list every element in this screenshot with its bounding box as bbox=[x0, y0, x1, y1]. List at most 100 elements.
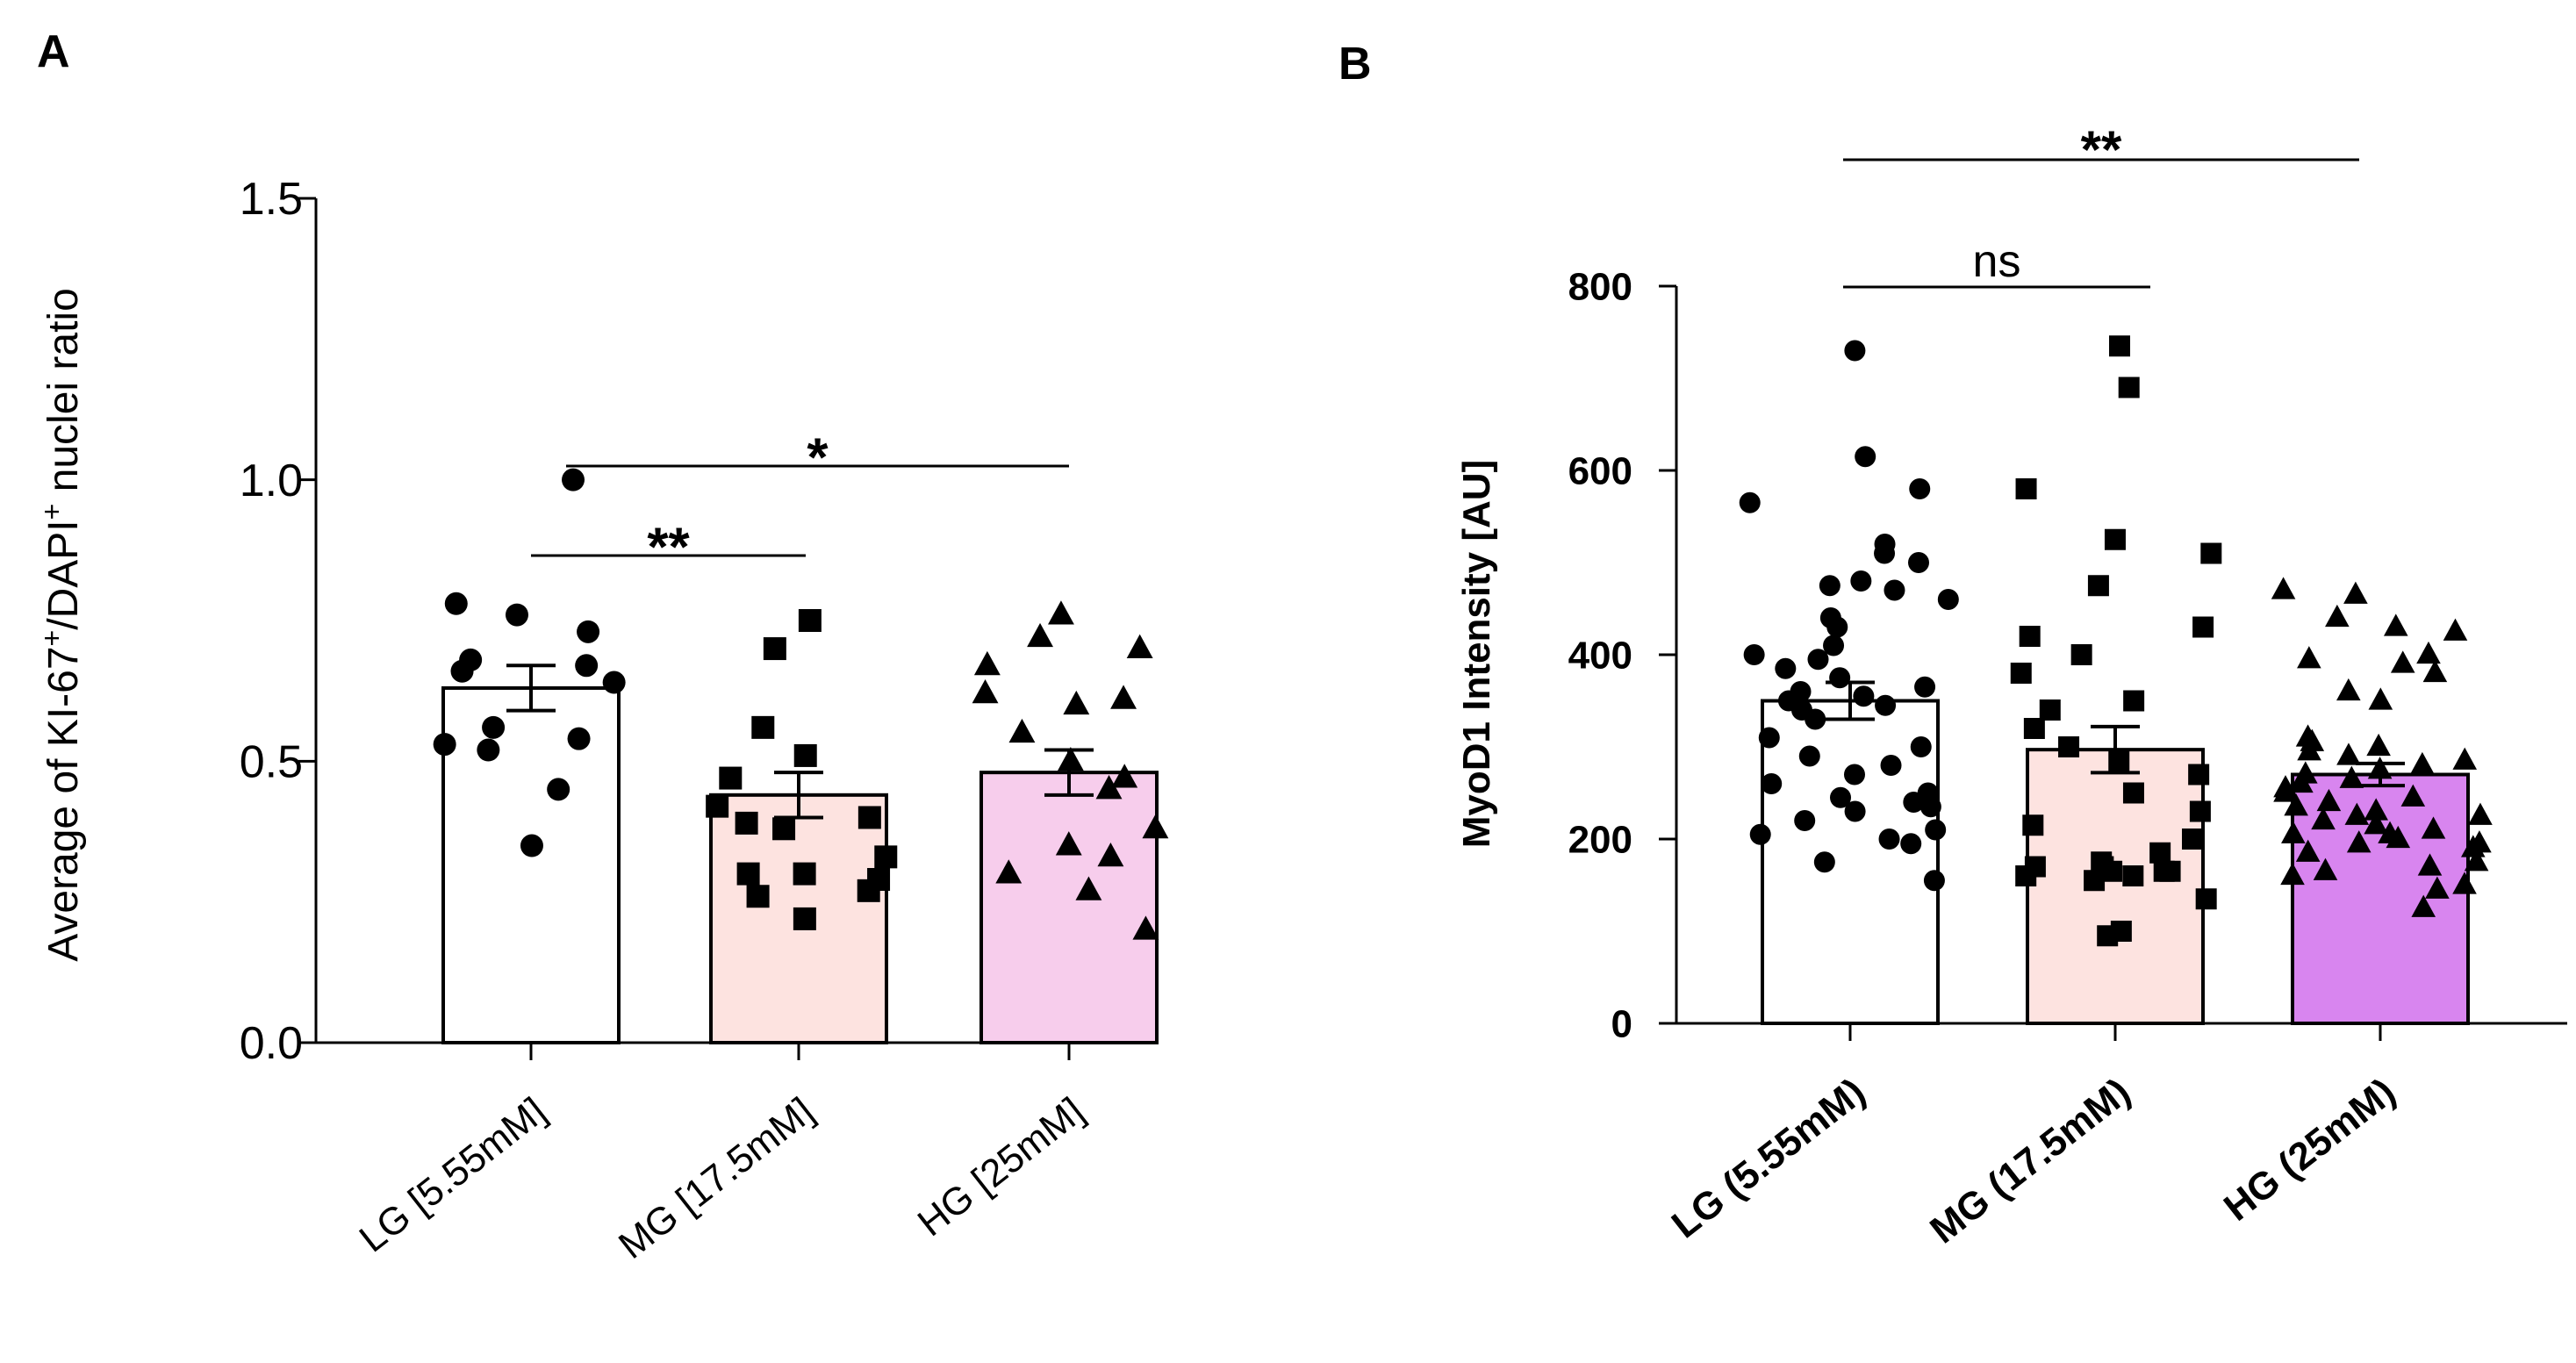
bar-1 bbox=[1761, 699, 1940, 1025]
data-point bbox=[973, 650, 1001, 676]
bar-2 bbox=[2026, 748, 2205, 1026]
panel-b-significance: ns ** bbox=[1843, 120, 2359, 289]
data-point bbox=[1875, 694, 1897, 716]
data-point bbox=[706, 794, 729, 818]
data-point bbox=[1844, 800, 1866, 822]
data-point bbox=[857, 879, 880, 902]
x-category-label: HG (25mM) bbox=[2216, 1070, 2403, 1230]
data-point bbox=[1739, 491, 1761, 513]
data-point bbox=[2289, 770, 2314, 793]
data-point bbox=[567, 727, 591, 750]
data-point bbox=[505, 603, 528, 627]
data-point bbox=[1111, 764, 1138, 788]
data-point bbox=[2087, 575, 2109, 597]
data-point bbox=[2339, 765, 2364, 788]
data-point bbox=[2383, 613, 2408, 636]
data-point bbox=[1823, 635, 1845, 656]
data-point bbox=[2188, 764, 2210, 786]
data-point bbox=[798, 609, 822, 632]
data-point bbox=[1919, 796, 1941, 818]
data-point bbox=[2284, 793, 2308, 816]
data-point bbox=[1843, 764, 1865, 786]
data-point bbox=[1027, 622, 1053, 648]
data-point bbox=[2023, 718, 2045, 739]
data-point bbox=[444, 592, 468, 615]
data-point bbox=[857, 806, 881, 829]
panel-b-label: B bbox=[1338, 39, 1372, 90]
data-point bbox=[2010, 663, 2032, 684]
y-tick-label: 1.5 bbox=[240, 174, 303, 225]
data-point bbox=[2159, 860, 2181, 882]
panel-b-error-bars bbox=[1826, 680, 2405, 788]
data-point bbox=[2070, 644, 2092, 665]
data-point bbox=[2200, 542, 2222, 564]
significance-label: * bbox=[807, 428, 829, 489]
data-point bbox=[995, 859, 1023, 884]
data-point bbox=[2390, 650, 2415, 673]
x-category-label: MG (17.5mM) bbox=[1922, 1070, 2138, 1252]
data-point bbox=[2460, 835, 2486, 857]
data-point bbox=[2386, 825, 2411, 849]
data-point bbox=[2416, 641, 2441, 664]
data-point bbox=[763, 637, 786, 661]
data-point bbox=[1923, 870, 1945, 892]
data-point bbox=[1829, 667, 1851, 689]
data-point bbox=[1853, 685, 1875, 707]
data-point bbox=[2313, 857, 2338, 880]
y-tick-label: 1.0 bbox=[240, 456, 303, 506]
data-point bbox=[1008, 718, 1036, 743]
data-point bbox=[1830, 786, 1852, 808]
data-point bbox=[2015, 865, 2037, 886]
data-point bbox=[1844, 340, 1866, 362]
data-point bbox=[2281, 821, 2306, 843]
data-point bbox=[2280, 862, 2305, 886]
data-point bbox=[2410, 751, 2435, 775]
data-point bbox=[602, 671, 626, 694]
data-point bbox=[1110, 685, 1137, 709]
data-point bbox=[2468, 802, 2493, 825]
data-point bbox=[1132, 915, 1159, 940]
data-point bbox=[1761, 773, 1783, 794]
data-point bbox=[577, 620, 600, 643]
data-point bbox=[2364, 812, 2389, 835]
data-point bbox=[793, 743, 817, 767]
data-point bbox=[2311, 807, 2336, 830]
data-point bbox=[2022, 814, 2044, 836]
data-point bbox=[2421, 816, 2446, 839]
panel-a-axes bbox=[298, 197, 1071, 1060]
data-point bbox=[2368, 687, 2393, 710]
data-point bbox=[1874, 542, 1896, 564]
data-point bbox=[2464, 849, 2489, 872]
data-point bbox=[2104, 528, 2126, 550]
data-point bbox=[1142, 814, 1169, 839]
panel-b-bars bbox=[1761, 699, 2470, 1026]
data-point bbox=[746, 885, 770, 908]
significance-label: ** bbox=[647, 518, 690, 578]
data-point bbox=[2019, 626, 2041, 647]
data-point bbox=[1743, 644, 1765, 665]
data-point bbox=[2297, 646, 2321, 669]
data-point bbox=[874, 845, 898, 869]
data-point bbox=[2192, 616, 2214, 638]
data-point bbox=[2084, 870, 2106, 892]
data-point bbox=[1805, 708, 1826, 730]
data-point bbox=[1055, 831, 1082, 856]
data-point bbox=[2364, 798, 2389, 821]
data-point bbox=[1097, 842, 1124, 867]
data-point bbox=[1798, 745, 1820, 767]
x-category-label: LG (5.55mM) bbox=[1664, 1070, 1873, 1246]
data-point bbox=[2058, 736, 2080, 757]
panel-b-tick-labels: 0 200 400 600 800 LG (5.55mM) MG (17.5mM) HG (2… bbox=[1568, 265, 2404, 1252]
data-point bbox=[2344, 802, 2370, 825]
data-point bbox=[735, 811, 758, 835]
data-point bbox=[2189, 800, 2211, 822]
x-category-label: LG [5.55mM] bbox=[352, 1089, 555, 1260]
data-point bbox=[1907, 552, 1929, 573]
panel-a-error-bars bbox=[506, 664, 1094, 820]
data-point bbox=[972, 678, 999, 704]
data-point bbox=[1758, 727, 1780, 749]
data-point bbox=[1819, 575, 1841, 597]
bar-1 bbox=[441, 685, 621, 1045]
data-point bbox=[1807, 649, 1829, 671]
data-point bbox=[793, 862, 816, 886]
